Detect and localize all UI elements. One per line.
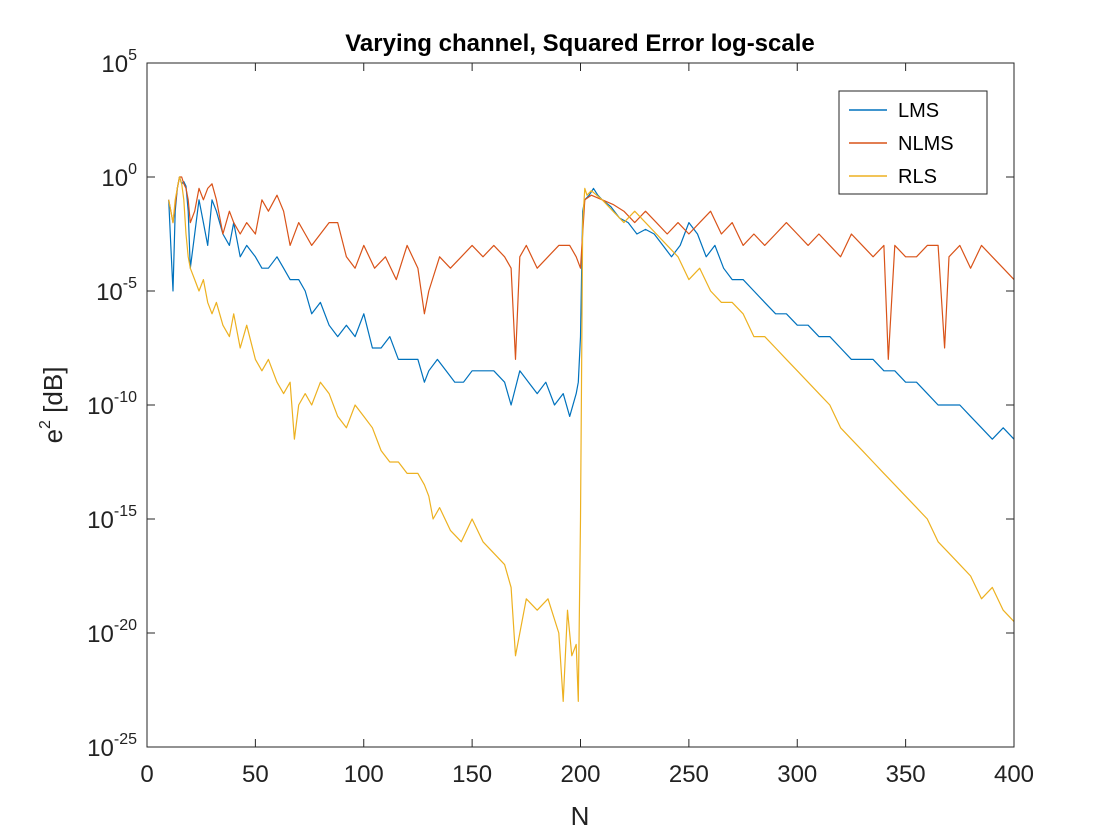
legend-label-rls: RLS bbox=[898, 166, 937, 188]
x-tick-label: 100 bbox=[344, 761, 384, 788]
series-layer bbox=[168, 176, 1015, 703]
x-tick-label: 200 bbox=[560, 761, 600, 788]
tick-label-layer: 0 50 100 150 200 250 300 350 40010510010-510-101… bbox=[87, 47, 1034, 788]
y-tick-label-exponent: -25 bbox=[114, 731, 137, 748]
legend-label-nlms: NLMS bbox=[898, 133, 954, 155]
y-tick-label-base: 10 bbox=[87, 735, 114, 762]
y-tick-label-base: 10 bbox=[87, 393, 114, 420]
y-tick-label: 105 bbox=[101, 47, 137, 78]
y-tick-label: 10-25 bbox=[87, 731, 137, 762]
series-line-nlms bbox=[168, 176, 1015, 360]
x-tick-label: 0 bbox=[140, 761, 153, 788]
x-tick-label: 300 bbox=[777, 761, 817, 788]
x-tick-label: 250 bbox=[669, 761, 709, 788]
x-tick-label: 400 bbox=[994, 761, 1034, 788]
y-axis-label-sup: 2 bbox=[37, 420, 54, 429]
legend: LMS NLMS RLS bbox=[838, 90, 988, 195]
y-tick-label-exponent: -20 bbox=[114, 617, 137, 634]
y-tick-label: 10-10 bbox=[87, 389, 137, 420]
y-tick-label: 10-20 bbox=[87, 617, 137, 648]
y-tick-label: 10-15 bbox=[87, 503, 137, 534]
y-axis-label: e2 [dB] bbox=[37, 367, 68, 444]
y-tick-label-exponent: -15 bbox=[114, 503, 137, 520]
y-tick-label-exponent: 0 bbox=[128, 161, 137, 178]
y-tick-label: 100 bbox=[101, 161, 137, 192]
y-tick-label-base: 10 bbox=[101, 165, 128, 192]
y-tick-label-base: 10 bbox=[101, 51, 128, 78]
y-tick-label-base: 10 bbox=[87, 621, 114, 648]
y-tick-label: 10-5 bbox=[96, 275, 137, 306]
y-tick-label-exponent: 5 bbox=[128, 47, 137, 64]
chart-title: Varying channel, Squared Error log-scale bbox=[345, 30, 815, 57]
y-axis-label-suffix: [dB] bbox=[38, 367, 68, 420]
x-tick-label: 50 bbox=[242, 761, 269, 788]
legend-label-lms: LMS bbox=[898, 100, 939, 122]
x-tick-label: 150 bbox=[452, 761, 492, 788]
series-line-lms bbox=[168, 176, 1015, 440]
y-tick-label-exponent: -5 bbox=[123, 275, 137, 292]
y-tick-label-base: 10 bbox=[96, 279, 123, 306]
x-tick-label: 350 bbox=[886, 761, 926, 788]
axes-layer bbox=[146, 62, 1015, 748]
x-axis-label: N bbox=[571, 801, 590, 831]
series-line-rls bbox=[168, 176, 1015, 703]
y-axis-label-base: e bbox=[38, 429, 68, 443]
y-tick-label-base: 10 bbox=[87, 507, 114, 534]
y-tick-label-exponent: -10 bbox=[114, 389, 137, 406]
